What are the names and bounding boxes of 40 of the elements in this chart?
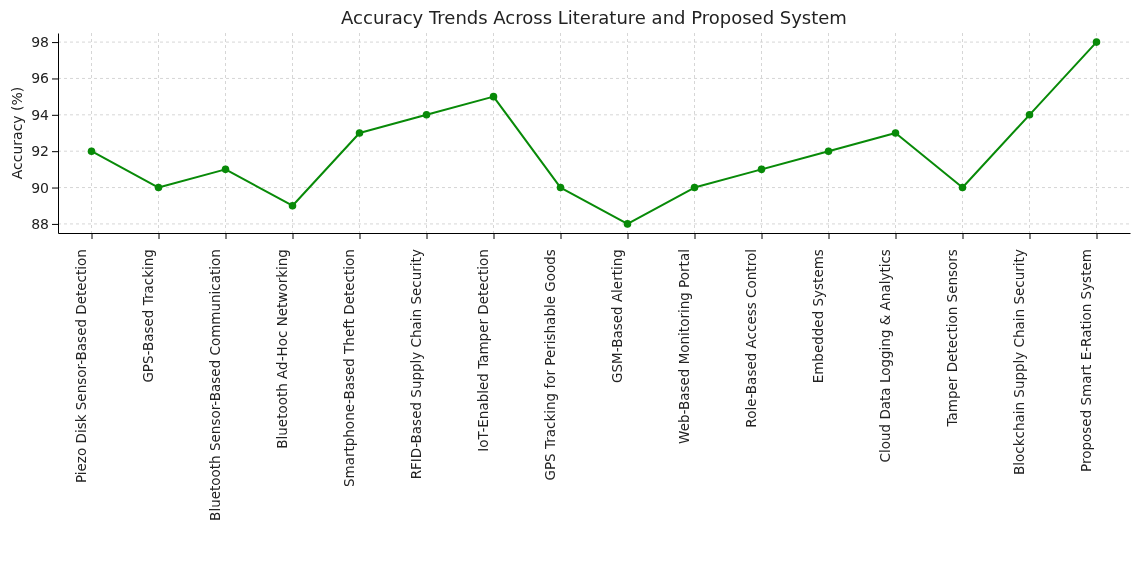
point [288, 201, 297, 210]
point [489, 92, 498, 101]
y-tick-label: 92 [31, 143, 49, 160]
point [154, 183, 163, 192]
x-tick-label: Role-Based Access Control [742, 249, 759, 428]
y-tick-label: 96 [31, 70, 50, 87]
y-tick-label: 94 [31, 106, 50, 123]
x-tick-label: IoT-Enabled Tamper Detection [474, 249, 491, 452]
y-tick-label: 90 [31, 179, 49, 196]
y-tick-label: 98 [31, 34, 49, 51]
x-tick-label: GSM-Based Alerting [608, 249, 625, 383]
point [221, 165, 230, 174]
y-axis-title: Accuracy (%) [9, 86, 25, 180]
point [1092, 38, 1101, 46]
point [355, 129, 364, 137]
point [891, 129, 900, 137]
point [958, 183, 967, 192]
x-tick-label: Web-Based Monitoring Portal [675, 249, 692, 444]
point [757, 165, 766, 174]
point [1025, 111, 1034, 119]
x-tick-label: Blockchain Supply Chain Security [1010, 249, 1027, 476]
point [623, 220, 632, 228]
x-tick-label: Embedded Systems [809, 249, 826, 384]
x-tick-label: Proposed Smart E-Ration System [1077, 249, 1094, 472]
x-tick-label: Piezo Disk Sensor-Based Detection [72, 249, 89, 484]
y-tick-label: 88 [31, 215, 49, 232]
x-tick-label: GPS-Based Tracking [139, 249, 156, 383]
point [824, 147, 833, 155]
x-tick-label: Bluetooth Ad-Hoc Networking [273, 249, 290, 449]
point [87, 147, 96, 155]
x-tick-label: Bluetooth Sensor-Based Communication [206, 249, 223, 521]
x-tick-label: GPS Tracking for Perishable Goods [541, 249, 558, 481]
x-tick-label: Cloud Data Logging & Analytics [876, 249, 893, 463]
x-tick-label: RFID-Based Supply Chain Security [407, 249, 424, 480]
x-tick-label: Smartphone-Based Theft Detection [340, 249, 357, 488]
point [690, 183, 699, 192]
x-tick-label: Tamper Detection Sensors [943, 249, 960, 428]
point [422, 111, 431, 119]
chart-title: Accuracy Trends Across Literature and Proposed System [341, 7, 847, 28]
point [556, 183, 565, 192]
